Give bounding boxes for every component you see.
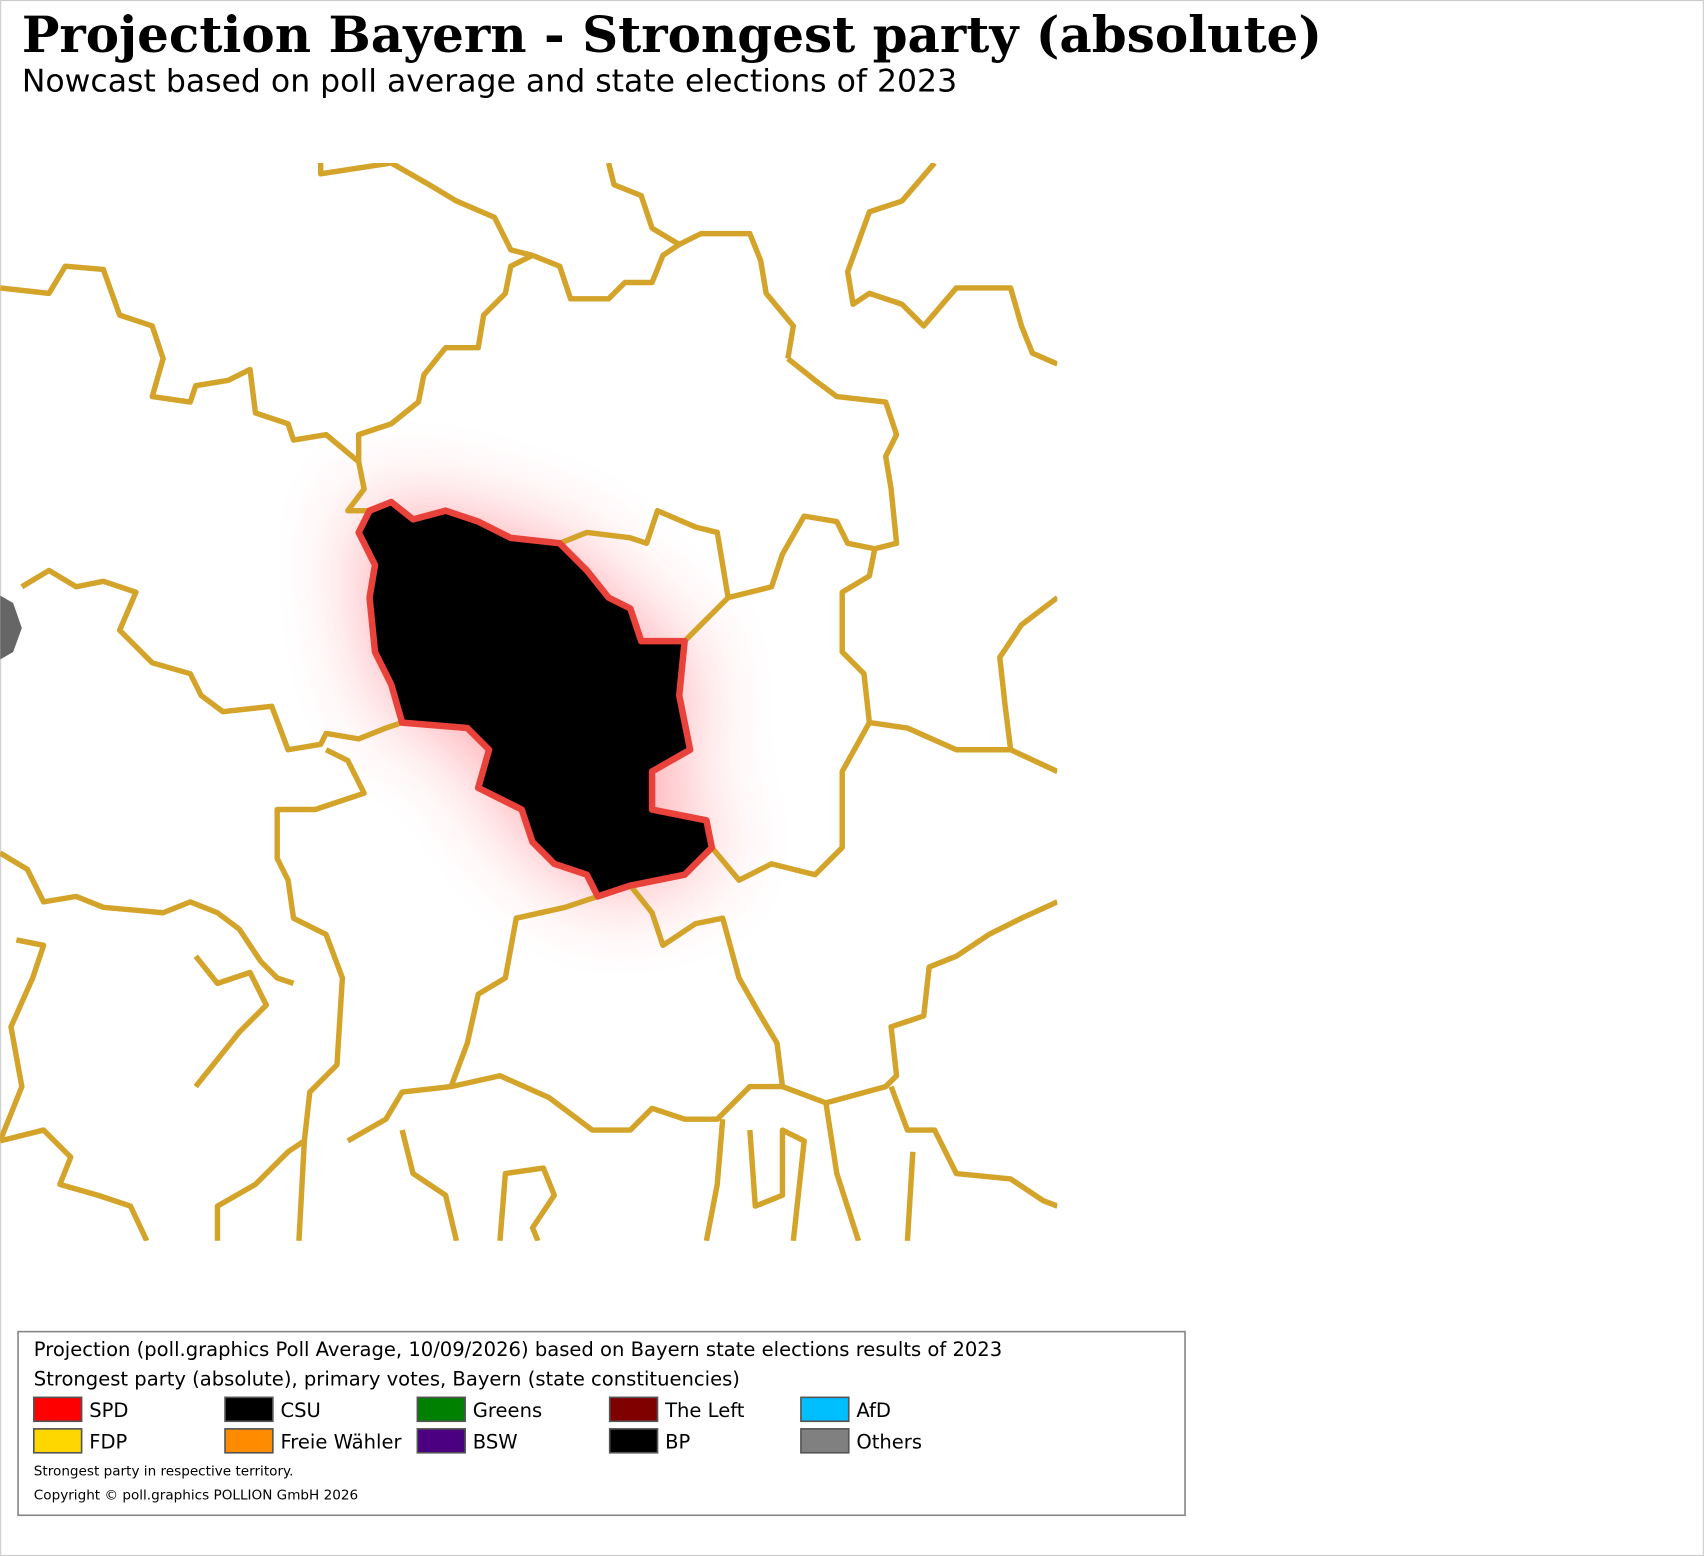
highlighted-constituency [355, 498, 716, 900]
legend-label: Others [856, 1430, 922, 1453]
legend-label: Greens [473, 1399, 542, 1422]
legend-swatch [416, 1396, 466, 1423]
legend-swatch [224, 1396, 274, 1423]
legend-swatch [416, 1428, 466, 1454]
legend-label: FDP [89, 1430, 127, 1453]
legend-swatch [800, 1428, 850, 1454]
title: Projection Bayern - Strongest party (abs… [22, 5, 1322, 64]
legend-swatch [224, 1428, 274, 1454]
legend-label: BSW [473, 1430, 518, 1453]
neighbor-marker [0, 595, 22, 660]
legend-line: Strongest party (absolute), primary vote… [34, 1367, 740, 1390]
legend-label: CSU [280, 1399, 320, 1422]
legend-swatch [608, 1428, 659, 1454]
legend-note: Copyright © poll.graphics POLLION GmbH 2… [34, 1487, 358, 1503]
legend-label: AfD [856, 1399, 891, 1422]
legend-line: Projection (poll.graphics Poll Average, … [34, 1338, 1002, 1361]
legend-swatch [32, 1396, 83, 1423]
legend-label: The Left [664, 1399, 745, 1422]
legend-label: SPD [89, 1399, 128, 1422]
legend-note: Strongest party in respective territory. [34, 1464, 294, 1480]
legend-label: Freie Wähler [280, 1430, 402, 1453]
legend-swatch [608, 1396, 659, 1423]
subtitle: Nowcast based on poll average and state … [22, 63, 957, 99]
legend: Projection (poll.graphics Poll Average, … [17, 1330, 1186, 1517]
legend-swatch [800, 1396, 850, 1423]
legend-label: BP [665, 1430, 690, 1453]
legend-box [17, 1330, 1186, 1517]
legend-swatch [32, 1428, 83, 1454]
map [0, 162, 1058, 1241]
